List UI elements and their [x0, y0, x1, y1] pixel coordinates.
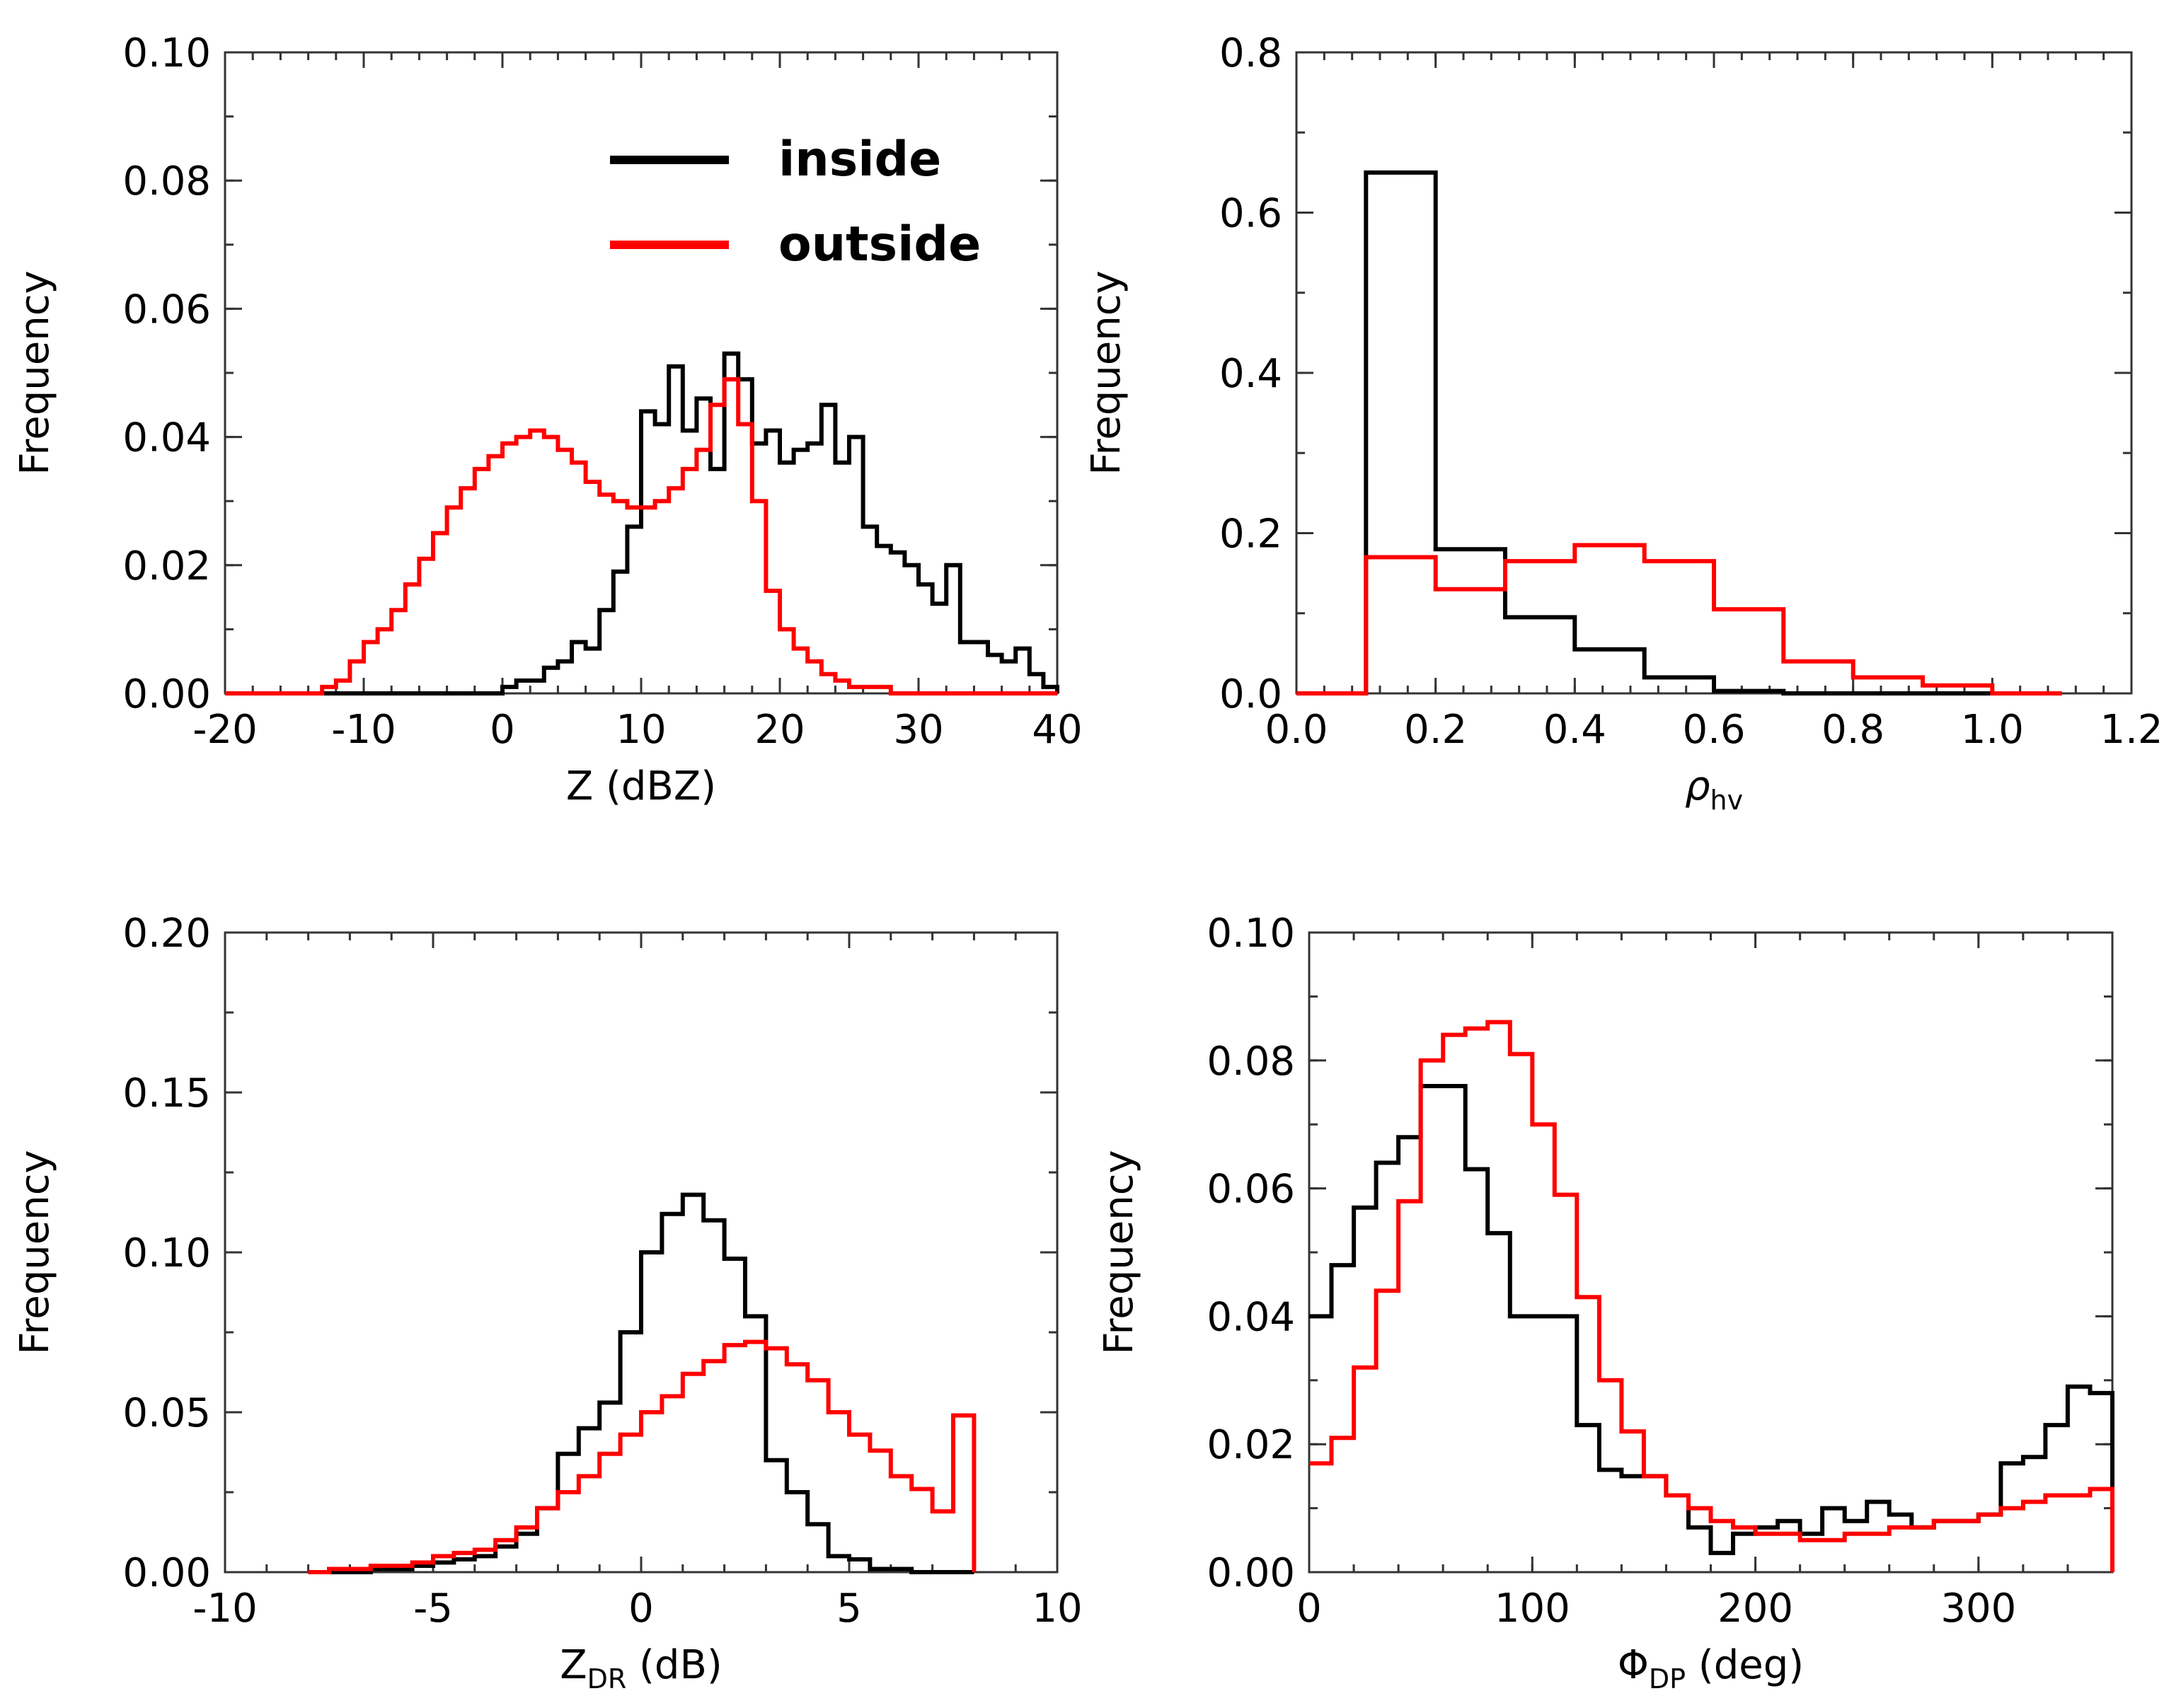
x-tick-label: 0 [628, 1586, 654, 1632]
x-tick-label: 10 [1032, 1586, 1082, 1632]
x-tick-label: 200 [1717, 1586, 1793, 1632]
x-axis-label-unit: (deg) [1686, 1642, 1804, 1688]
x-tick-label: 1.0 [1961, 707, 2024, 753]
x-tick-label: 0 [1296, 1586, 1322, 1632]
x-tick-label: -5 [413, 1586, 453, 1632]
x-tick-label: 0.4 [1543, 707, 1606, 753]
x-tick-label: 0.6 [1682, 707, 1745, 753]
y-axis-label: Frequency [1083, 270, 1129, 475]
panel-phidp-histogram: 0 100 200 300 0.00 0.02 0.04 0.06 0.08 0.10 Freque… [1096, 911, 2114, 1695]
x-axis-label-main: Φ [1618, 1642, 1649, 1688]
legend-label-outside: outside [778, 217, 981, 272]
x-axis-label: ZDR (dB) [560, 1642, 723, 1695]
x-tick-label: 100 [1495, 1586, 1570, 1632]
x-tick-label: 0.2 [1404, 707, 1467, 753]
x-tick-label: 1.2 [2100, 707, 2163, 753]
x-axis-label-subscript: hv [1710, 785, 1743, 816]
x-axis-label-subscript: DP [1649, 1663, 1686, 1695]
y-tick-label: 0.00 [1207, 1550, 1295, 1596]
y-tick-label: 0.08 [122, 158, 211, 204]
y-tick-label: 0.00 [122, 1550, 211, 1596]
y-axis-label: Frequency [1096, 1150, 1142, 1354]
y-tick-label: 0.20 [122, 911, 211, 957]
x-tick-label: 10 [616, 707, 666, 753]
legend-label-inside: inside [778, 132, 941, 187]
x-axis-label: ΦDP (deg) [1618, 1642, 1804, 1695]
y-tick-label: 0.10 [122, 30, 211, 76]
series-line-outside [308, 1339, 977, 1574]
y-tick-label: 0.05 [122, 1390, 211, 1436]
y-tick-label: 0.0 [1219, 671, 1282, 717]
y-tick-label: 0.02 [1207, 1422, 1295, 1468]
series-line-inside [225, 351, 1059, 696]
panel-rhohv-histogram: 0.0 0.2 0.4 0.6 0.8 1.0 1.2 0.0 0.2 0.4 0.6 0.8 Freq… [1083, 30, 2163, 816]
series-line-inside [308, 1192, 974, 1574]
series-line-inside [1309, 1084, 2114, 1572]
y-tick-label: 0.10 [1207, 911, 1295, 957]
x-axis-label-main: ρ [1685, 763, 1710, 809]
y-tick-label: 0.04 [122, 415, 211, 461]
series-line-outside [1309, 1020, 2114, 1572]
y-tick-label: 0.2 [1219, 512, 1282, 558]
y-tick-label: 0.8 [1219, 30, 1282, 76]
series-line-inside [1296, 170, 2062, 696]
x-tick-label: 0 [490, 707, 515, 753]
x-tick-label: 20 [754, 707, 805, 753]
plot-frame [1308, 931, 2114, 1574]
y-tick-label: 0.08 [1207, 1039, 1295, 1085]
x-axis-label-unit: (dB) [626, 1642, 722, 1688]
y-tick-label: 0.15 [122, 1071, 211, 1116]
x-axis-label-subscript: DR [587, 1663, 627, 1695]
legend: inside outside [610, 132, 981, 272]
x-tick-label: 0.8 [1822, 707, 1884, 753]
panel-zdr-histogram: -10 -5 0 5 10 0.00 0.05 0.10 0.15 0.20 Frequency ZD… [12, 911, 1083, 1695]
y-tick-label: 0.10 [122, 1230, 211, 1276]
y-tick-label: 0.06 [1207, 1167, 1295, 1213]
y-tick-label: 0.4 [1219, 351, 1282, 397]
x-tick-label: 40 [1032, 707, 1082, 753]
x-axis-label-main: Z [560, 1642, 587, 1688]
x-axis-label-main: Z (dBZ) [566, 763, 716, 809]
y-tick-label: 0.04 [1207, 1294, 1295, 1340]
x-tick-label: 30 [893, 707, 943, 753]
x-tick-label: -10 [331, 707, 396, 753]
y-tick-label: 0.00 [122, 671, 211, 717]
x-tick-label: -10 [192, 1586, 257, 1632]
y-tick-label: 0.06 [122, 287, 211, 333]
x-axis-label: ρhv [1685, 763, 1743, 816]
x-tick-label: 5 [836, 1586, 862, 1632]
y-axis-label: Frequency [12, 270, 58, 475]
x-tick-label: 0.0 [1265, 707, 1328, 753]
y-axis-label: Frequency [12, 1150, 58, 1354]
x-axis-label: Z (dBZ) [566, 763, 716, 809]
x-tick-label: 300 [1940, 1586, 2016, 1632]
x-tick-label: -20 [192, 707, 257, 753]
series-line-outside [225, 377, 1057, 696]
series-line-outside [1296, 543, 2062, 696]
panel-z-histogram: -20 -10 0 10 20 30 40 0.00 0.02 0.04 0.06 0.08 0.10 F… [12, 30, 1083, 809]
y-tick-label: 0.6 [1219, 191, 1282, 237]
y-tick-label: 0.02 [122, 543, 211, 589]
